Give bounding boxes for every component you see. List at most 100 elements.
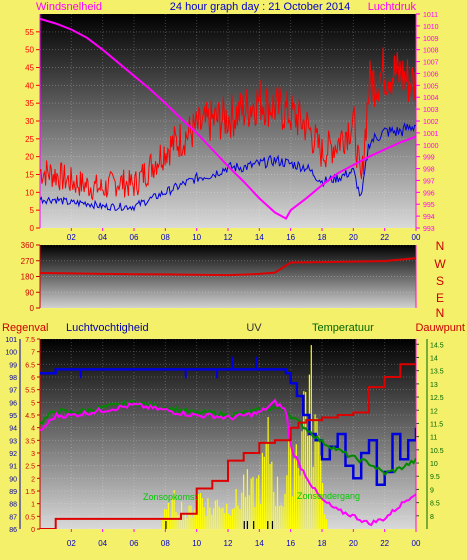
uv-bar — [244, 496, 247, 529]
panel-direction-series — [39, 257, 417, 277]
humidity-tick-label: 86 — [9, 527, 17, 534]
humidity-tick-label: 99 — [9, 362, 17, 369]
compass-n2: N — [436, 306, 445, 320]
uv-bar — [239, 509, 241, 529]
wind-tick-label: 50 — [25, 46, 34, 55]
uv-bar — [197, 494, 200, 529]
uv-bar — [322, 483, 324, 529]
pressure-tick-label: 993 — [423, 226, 435, 233]
wind-tick-label: 5 — [30, 206, 35, 215]
uv-bar — [312, 467, 314, 529]
pressure-tick-label: 1002 — [423, 119, 439, 126]
temperature-tick-label: 11 — [430, 435, 437, 442]
rain-axis-title: Regenval — [2, 322, 48, 334]
uv-bar — [299, 475, 301, 529]
panel-direction-ticks: 0 90 180 270 360 — [21, 241, 417, 313]
uv-bar — [318, 435, 320, 529]
climate-time-label: 00 — [412, 539, 421, 548]
uv-bar — [278, 506, 280, 529]
pressure-tick-label: 1004 — [423, 95, 439, 102]
climate-time-label: 18 — [318, 539, 327, 548]
wind-time-label: 20 — [349, 233, 358, 242]
wind-time-label: 08 — [161, 233, 170, 242]
rain-tick-label: 7.5 — [25, 337, 35, 344]
humidity-tick-label: 93 — [9, 438, 17, 445]
uv-bar — [192, 517, 194, 529]
panel-climate-series — [40, 339, 416, 529]
uv-bar — [325, 519, 327, 529]
climate-time-label: 14 — [255, 539, 264, 548]
uv-bar — [213, 508, 215, 529]
uv-bar — [246, 469, 248, 529]
uv-bar — [303, 391, 305, 529]
temperature-tick-label: 10.5 — [430, 448, 444, 455]
wind-time-label: 10 — [192, 233, 201, 242]
direction-tick-label: 0 — [30, 304, 35, 313]
rain-tick-label: 6 — [31, 375, 35, 382]
climate-time-label: 22 — [380, 539, 389, 548]
uv-bar — [323, 514, 326, 529]
uv-bar — [269, 464, 271, 529]
uv-bar — [207, 498, 209, 529]
wind-time-label: 22 — [380, 233, 389, 242]
uv-bar — [254, 507, 256, 529]
wind-time-label: 04 — [98, 233, 107, 242]
temperature-tick-label: 9.5 — [430, 474, 440, 481]
dewpoint-axis-title: Dauwpunt — [415, 322, 465, 334]
uv-bar — [218, 506, 220, 529]
rain-tick-label: 0.5 — [25, 514, 35, 521]
pressure-tick-label: 1011 — [423, 12, 438, 19]
uv-bar — [288, 440, 290, 529]
humidity-tick-label: 91 — [9, 464, 17, 471]
rain-tick-label: 1 — [31, 502, 35, 509]
uv-bar — [252, 477, 254, 529]
uv-bar — [248, 495, 250, 529]
compass-w: W — [434, 257, 446, 271]
wind-time-label: 06 — [130, 233, 139, 242]
wind-tick-label: 30 — [25, 117, 34, 126]
uv-bar — [173, 490, 175, 529]
uv-bar — [258, 475, 260, 529]
humidity-tick-label: 90 — [9, 476, 17, 483]
rain-tick-label: 2.5 — [25, 464, 35, 471]
pressure-tick-label: 1006 — [423, 71, 439, 78]
pressure-tick-label: 1001 — [423, 131, 439, 138]
uv-bar — [162, 518, 164, 529]
uv-bar — [314, 414, 316, 529]
temperature-tick-label: 13.5 — [430, 369, 444, 376]
uv-bar — [291, 496, 294, 529]
compass-s: S — [436, 274, 444, 288]
rain-series-line — [40, 339, 416, 529]
uv-bar — [209, 507, 211, 529]
sunshine-marker — [267, 521, 269, 529]
uv-bar — [290, 428, 292, 529]
climate-time-label: 16 — [286, 539, 295, 548]
pressure-tick-label: 1007 — [423, 60, 439, 67]
rain-tick-label: 7 — [31, 350, 35, 357]
uv-bar — [308, 374, 310, 529]
uv-bar — [203, 507, 205, 529]
temperature-series-line — [40, 399, 416, 477]
right-axis-title: Luchtdruk — [368, 1, 417, 13]
wind-tick-label: 0 — [30, 224, 35, 233]
wind-tick-label: 35 — [25, 99, 34, 108]
temperature-tick-label: 12 — [430, 408, 438, 415]
uv-bar — [276, 476, 279, 529]
pressure-tick-label: 996 — [423, 190, 435, 197]
pressure-tick-label: 995 — [423, 202, 435, 209]
temperature-tick-label: 8 — [430, 514, 434, 521]
humidity-tick-label: 97 — [9, 388, 17, 395]
panel-direction-background — [40, 245, 416, 308]
wind-time-label: 18 — [318, 233, 327, 242]
uv-bar — [256, 478, 258, 529]
uv-bar — [233, 508, 235, 529]
uv-bar — [188, 505, 190, 529]
temperature-tick-label: 8.5 — [430, 501, 440, 508]
uv-bar — [275, 506, 277, 529]
climate-time-label: 10 — [192, 539, 201, 548]
temperature-tick-label: 12.5 — [430, 395, 444, 402]
pressure-tick-label: 1003 — [423, 107, 439, 114]
wind-tick-label: 15 — [25, 171, 34, 180]
panel-climate-ticks: 868788899091929394959697989910010100.511… — [5, 337, 443, 534]
